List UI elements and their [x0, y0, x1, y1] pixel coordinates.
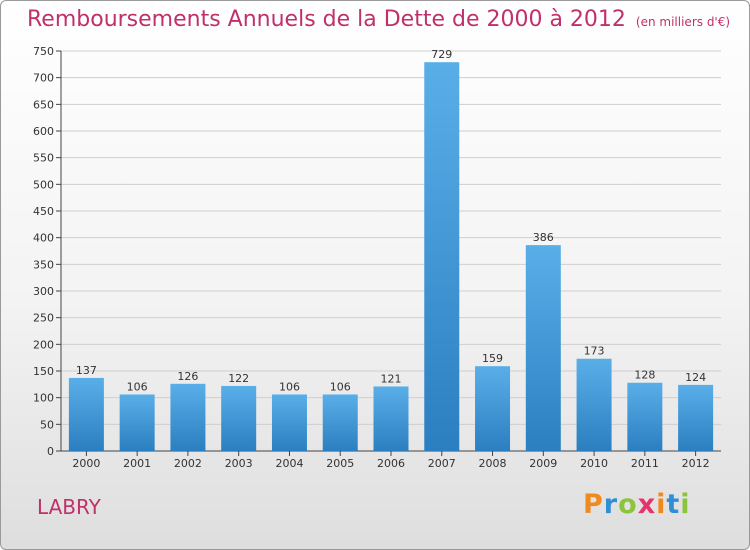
y-tick-label: 650	[33, 98, 54, 111]
bar	[627, 382, 663, 451]
y-tick-label: 350	[33, 258, 54, 271]
x-tick-label: 2005	[326, 457, 354, 470]
x-tick-label: 2004	[275, 457, 303, 470]
data-label: 122	[228, 372, 249, 385]
y-tick-label: 550	[33, 152, 54, 165]
logo-letter: t	[666, 489, 681, 520]
y-tick-label: 200	[33, 338, 54, 351]
x-tick-label: 2007	[428, 457, 456, 470]
data-label: 126	[177, 370, 198, 383]
y-tick-label: 100	[33, 392, 54, 405]
data-label: 124	[685, 371, 706, 384]
data-label: 128	[634, 369, 655, 382]
chart-subtitle: (en milliers d'€)	[635, 15, 731, 29]
chart-title-text: Remboursements Annuels de la Dette de 20…	[27, 7, 626, 32]
y-tick-label: 450	[33, 205, 54, 218]
data-label: 106	[127, 380, 148, 393]
y-tick-label: 600	[33, 125, 54, 138]
bar	[271, 394, 307, 451]
bar	[221, 385, 257, 451]
y-tick-label: 250	[33, 312, 54, 325]
bar	[576, 358, 612, 451]
bar	[170, 383, 206, 451]
y-tick-label: 150	[33, 365, 54, 378]
x-tick-label: 2011	[631, 457, 659, 470]
y-tick-label: 0	[47, 445, 54, 458]
proxiti-logo: Proxiti	[583, 489, 691, 520]
x-tick-label: 2008	[479, 457, 507, 470]
bar	[678, 384, 714, 451]
x-tick-label: 2006	[377, 457, 405, 470]
x-tick-label: 2001	[123, 457, 151, 470]
y-tick-label: 700	[33, 72, 54, 85]
logo-letter: i	[656, 489, 667, 520]
x-tick-label: 2009	[529, 457, 557, 470]
bar	[119, 394, 155, 451]
data-label: 121	[381, 372, 402, 385]
bar	[424, 62, 460, 451]
logo-letter: o	[618, 489, 638, 520]
data-label: 386	[533, 231, 554, 244]
bar	[373, 386, 409, 451]
data-label: 106	[330, 380, 351, 393]
bar	[475, 366, 511, 451]
y-tick-label: 500	[33, 178, 54, 191]
x-tick-label: 2002	[174, 457, 202, 470]
x-tick-label: 2010	[580, 457, 608, 470]
bar	[525, 245, 561, 451]
bar	[322, 394, 358, 451]
logo-letter: x	[637, 489, 657, 520]
logo-letter: P	[583, 489, 604, 520]
data-label: 137	[76, 364, 97, 377]
y-tick-label: 300	[33, 285, 54, 298]
y-tick-label: 400	[33, 232, 54, 245]
data-label: 173	[584, 345, 605, 358]
data-label: 159	[482, 352, 503, 365]
chart-title: Remboursements Annuels de la Dette de 20…	[27, 7, 730, 32]
logo-letter: r	[603, 489, 619, 520]
x-tick-label: 2012	[682, 457, 710, 470]
commune-name: LABRY	[37, 495, 101, 519]
data-label: 106	[279, 380, 300, 393]
y-tick-label: 750	[33, 45, 54, 58]
x-tick-label: 2000	[72, 457, 100, 470]
x-tick-label: 2003	[225, 457, 253, 470]
bar	[68, 377, 104, 451]
data-label: 729	[431, 48, 452, 61]
y-tick-label: 50	[40, 418, 54, 431]
logo-letter: i	[680, 489, 691, 520]
